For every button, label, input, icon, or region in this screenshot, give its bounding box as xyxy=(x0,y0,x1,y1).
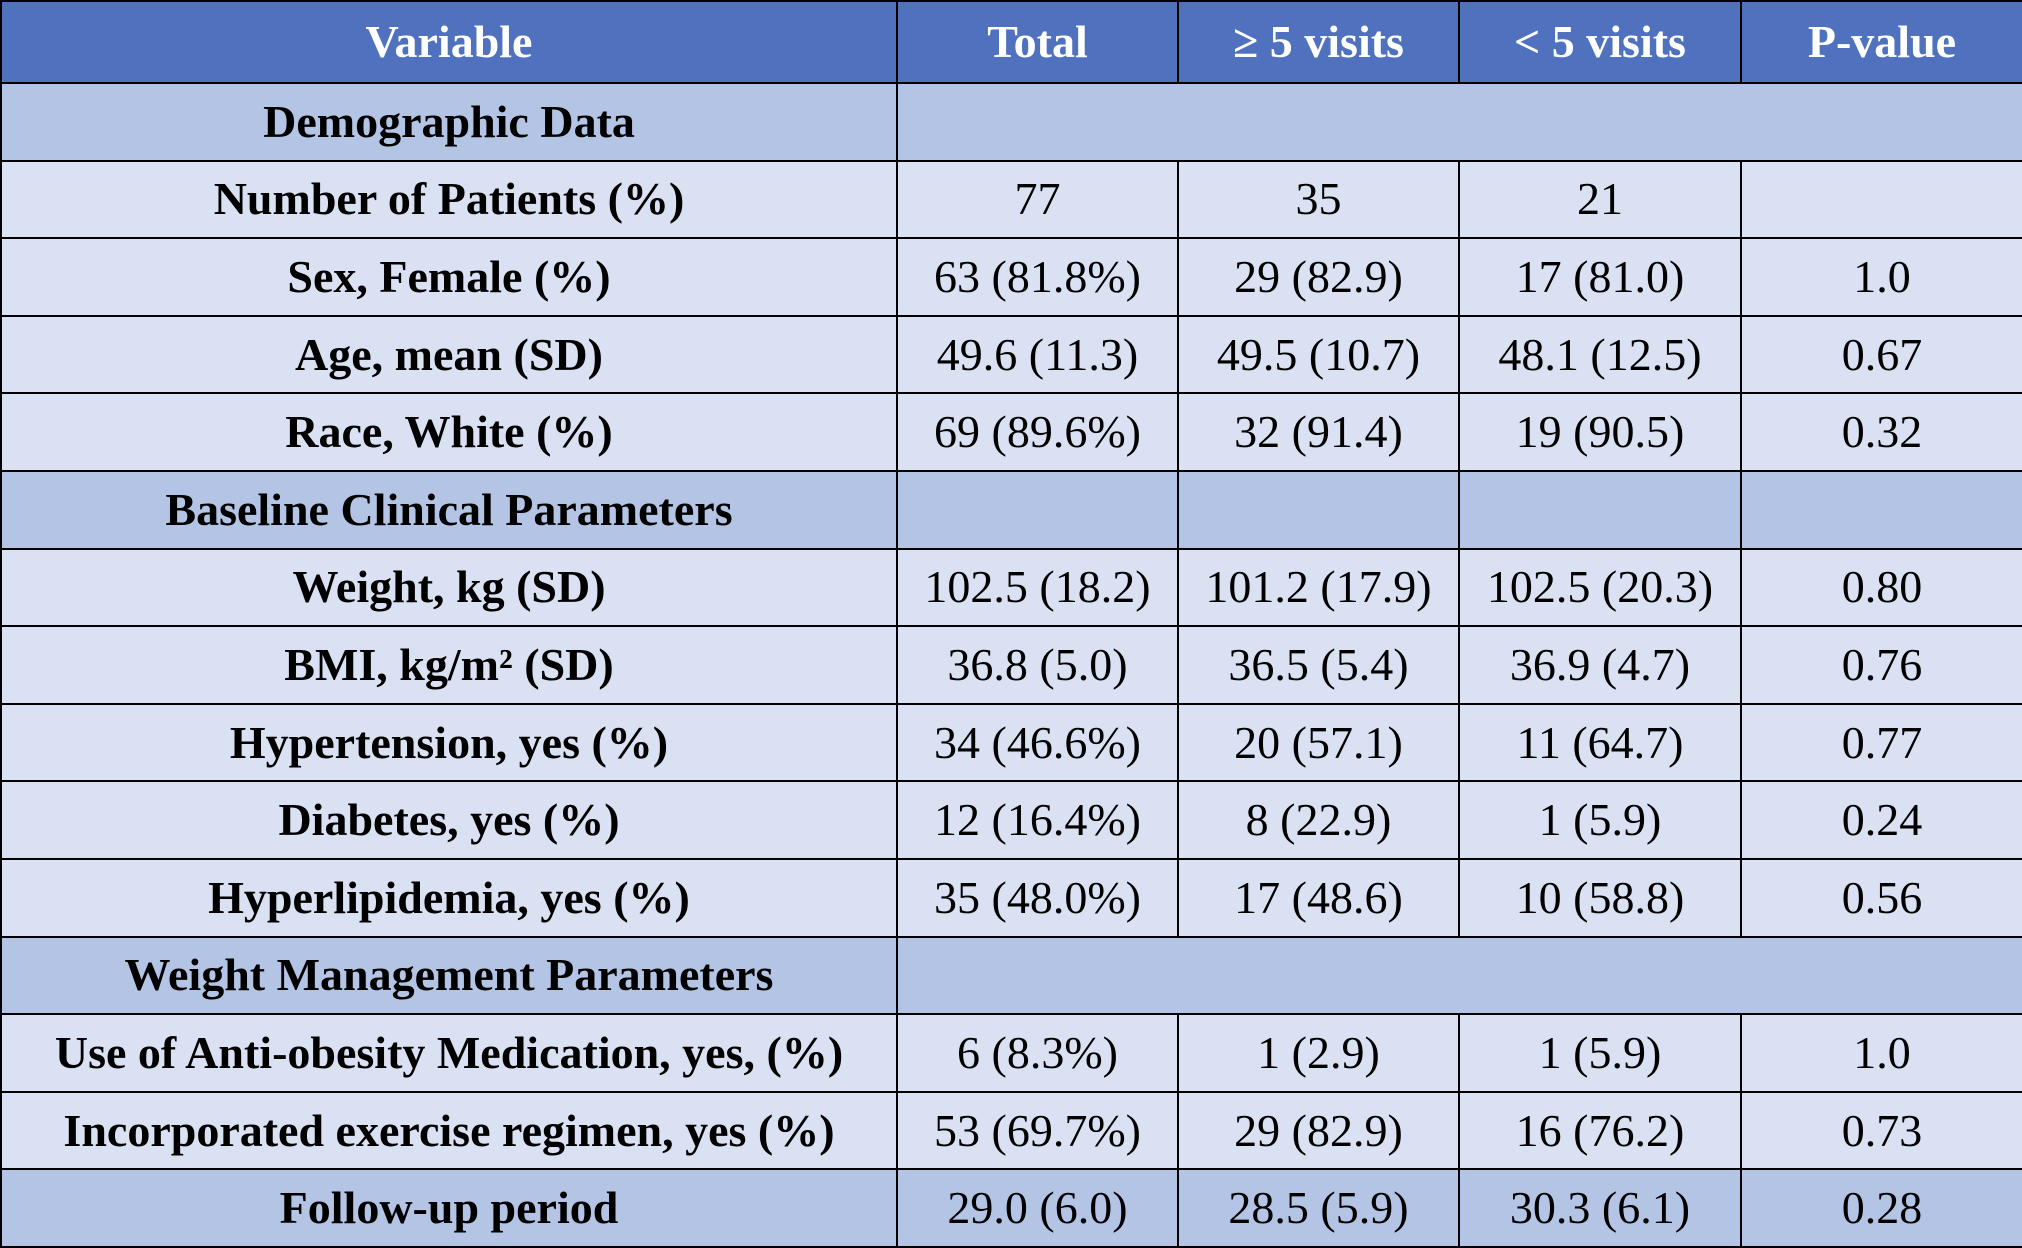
lt5-cell: 1 (5.9) xyxy=(1458,780,1742,860)
total-cell: 29.0 (6.0) xyxy=(896,1168,1179,1248)
table-row: BMI, kg/m² (SD) 36.8 (5.0) 36.5 (5.4) 36… xyxy=(0,625,2022,705)
section-fill xyxy=(896,469,1179,550)
ge5-cell: 17 (48.6) xyxy=(1177,857,1460,938)
section-label: Weight Management Parameters xyxy=(0,935,898,1016)
lt5-cell: 17 (81.0) xyxy=(1458,237,1742,317)
variable-cell: Use of Anti-obesity Medication, yes, (%) xyxy=(0,1013,898,1093)
header-row: Variable Total ≥ 5 visits < 5 visits P-v… xyxy=(0,0,2022,84)
variable-cell: Weight, kg (SD) xyxy=(0,547,898,628)
ge5-cell: 1 (2.9) xyxy=(1177,1013,1460,1093)
p-value-cell: 0.77 xyxy=(1740,702,2022,783)
variable-cell: Race, White (%) xyxy=(0,392,898,472)
lt5-cell: 102.5 (20.3) xyxy=(1458,547,1742,628)
lt5-cell: 19 (90.5) xyxy=(1458,392,1742,472)
header-variable: Variable xyxy=(0,0,898,84)
table-row: Hypertension, yes (%) 34 (46.6%) 20 (57.… xyxy=(0,702,2022,783)
table-row: Weight, kg (SD) 102.5 (18.2) 101.2 (17.9… xyxy=(0,547,2022,628)
table-row: Race, White (%) 69 (89.6%) 32 (91.4) 19 … xyxy=(0,392,2022,472)
table-row: Age, mean (SD) 49.6 (11.3) 49.5 (10.7) 4… xyxy=(0,314,2022,395)
p-value-cell: 0.28 xyxy=(1740,1168,2022,1248)
p-value-cell: 0.67 xyxy=(1740,314,2022,395)
section-label: Baseline Clinical Parameters xyxy=(0,469,898,550)
total-cell: 102.5 (18.2) xyxy=(896,547,1179,628)
p-value-cell: 0.73 xyxy=(1740,1090,2022,1171)
ge5-cell: 29 (82.9) xyxy=(1177,237,1460,317)
total-cell: 34 (46.6%) xyxy=(896,702,1179,783)
variable-cell: Follow-up period xyxy=(0,1168,898,1248)
header-total: Total xyxy=(896,0,1179,84)
total-cell: 12 (16.4%) xyxy=(896,780,1179,860)
table-row-follow-up: Follow-up period 29.0 (6.0) 28.5 (5.9) 3… xyxy=(0,1168,2022,1248)
header-ge5-visits: ≥ 5 visits xyxy=(1177,0,1460,84)
lt5-cell: 1 (5.9) xyxy=(1458,1013,1742,1093)
section-fill xyxy=(1458,469,1742,550)
variable-cell: Diabetes, yes (%) xyxy=(0,780,898,860)
total-cell: 35 (48.0%) xyxy=(896,857,1179,938)
lt5-cell: 30.3 (6.1) xyxy=(1458,1168,1742,1248)
variable-cell: Age, mean (SD) xyxy=(0,314,898,395)
section-fill xyxy=(896,935,2022,1016)
ge5-cell: 49.5 (10.7) xyxy=(1177,314,1460,395)
total-cell: 6 (8.3%) xyxy=(896,1013,1179,1093)
table-row: Use of Anti-obesity Medication, yes, (%)… xyxy=(0,1013,2022,1093)
lt5-cell: 10 (58.8) xyxy=(1458,857,1742,938)
ge5-cell: 101.2 (17.9) xyxy=(1177,547,1460,628)
section-fill xyxy=(896,82,2022,162)
table-row: Hyperlipidemia, yes (%) 35 (48.0%) 17 (4… xyxy=(0,857,2022,938)
lt5-cell: 48.1 (12.5) xyxy=(1458,314,1742,395)
ge5-cell: 8 (22.9) xyxy=(1177,780,1460,860)
header-p-value: P-value xyxy=(1740,0,2022,84)
table-row: Sex, Female (%) 63 (81.8%) 29 (82.9) 17 … xyxy=(0,237,2022,317)
total-cell: 63 (81.8%) xyxy=(896,237,1179,317)
p-value-cell: 0.32 xyxy=(1740,392,2022,472)
total-cell: 77 xyxy=(896,159,1179,240)
variable-cell: Hyperlipidemia, yes (%) xyxy=(0,857,898,938)
p-value-cell: 1.0 xyxy=(1740,1013,2022,1093)
p-value-cell: 1.0 xyxy=(1740,237,2022,317)
table-row: Number of Patients (%) 77 35 21 xyxy=(0,159,2022,240)
variable-cell: Sex, Female (%) xyxy=(0,237,898,317)
p-value-cell: 0.80 xyxy=(1740,547,2022,628)
variable-cell: Incorporated exercise regimen, yes (%) xyxy=(0,1090,898,1171)
p-value-cell: 0.56 xyxy=(1740,857,2022,938)
section-row-weight-management: Weight Management Parameters xyxy=(0,935,2022,1016)
header-lt5-visits: < 5 visits xyxy=(1458,0,1742,84)
variable-cell: BMI, kg/m² (SD) xyxy=(0,625,898,705)
p-value-cell xyxy=(1740,159,2022,240)
variable-cell: Hypertension, yes (%) xyxy=(0,702,898,783)
table-row: Diabetes, yes (%) 12 (16.4%) 8 (22.9) 1 … xyxy=(0,780,2022,860)
section-row-baseline: Baseline Clinical Parameters xyxy=(0,469,2022,550)
variable-cell: Number of Patients (%) xyxy=(0,159,898,240)
lt5-cell: 11 (64.7) xyxy=(1458,702,1742,783)
total-cell: 53 (69.7%) xyxy=(896,1090,1179,1171)
total-cell: 36.8 (5.0) xyxy=(896,625,1179,705)
section-row-demographic: Demographic Data xyxy=(0,82,2022,162)
lt5-cell: 16 (76.2) xyxy=(1458,1090,1742,1171)
ge5-cell: 29 (82.9) xyxy=(1177,1090,1460,1171)
p-value-cell: 0.76 xyxy=(1740,625,2022,705)
table-row: Incorporated exercise regimen, yes (%) 5… xyxy=(0,1090,2022,1171)
ge5-cell: 36.5 (5.4) xyxy=(1177,625,1460,705)
section-label: Demographic Data xyxy=(0,82,898,162)
ge5-cell: 32 (91.4) xyxy=(1177,392,1460,472)
ge5-cell: 35 xyxy=(1177,159,1460,240)
p-value-cell: 0.24 xyxy=(1740,780,2022,860)
section-fill xyxy=(1740,469,2022,550)
lt5-cell: 36.9 (4.7) xyxy=(1458,625,1742,705)
total-cell: 49.6 (11.3) xyxy=(896,314,1179,395)
section-fill xyxy=(1177,469,1460,550)
ge5-cell: 28.5 (5.9) xyxy=(1177,1168,1460,1248)
lt5-cell: 21 xyxy=(1458,159,1742,240)
total-cell: 69 (89.6%) xyxy=(896,392,1179,472)
ge5-cell: 20 (57.1) xyxy=(1177,702,1460,783)
